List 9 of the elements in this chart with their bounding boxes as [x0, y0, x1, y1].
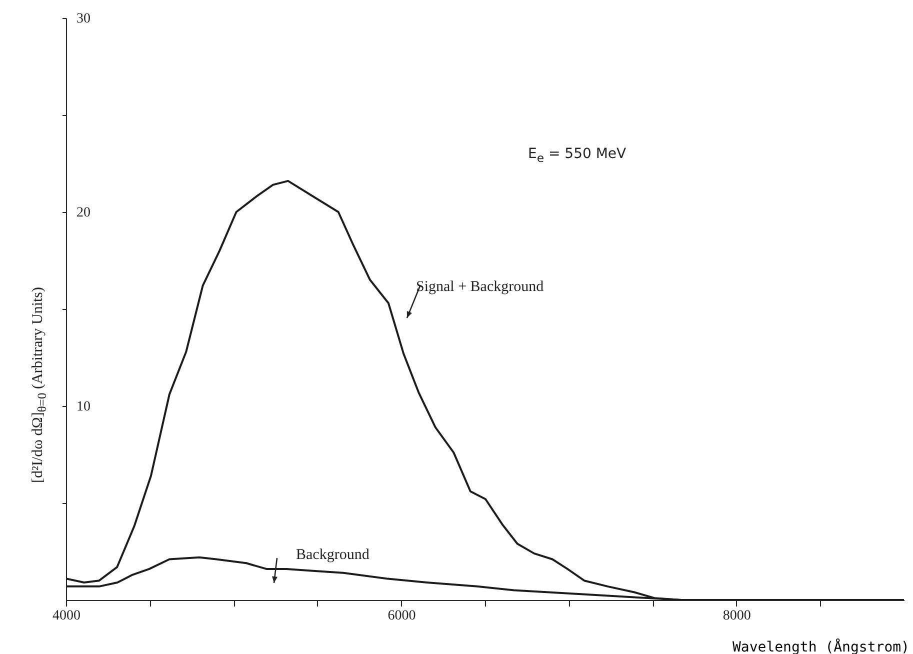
x-tick-label: 6000: [388, 608, 416, 624]
y-tick-label: 10: [76, 400, 90, 414]
y-tick-label: 30: [76, 12, 90, 26]
series-label: Background: [296, 547, 370, 563]
y-tick-label: 20: [76, 206, 90, 220]
x-tick-label: 8000: [722, 608, 751, 624]
series-label: Signal + Background: [416, 279, 544, 295]
x-tick-label: 4000: [52, 608, 80, 624]
annotation: E$_{e}$ = 550 MeV: [528, 146, 626, 165]
